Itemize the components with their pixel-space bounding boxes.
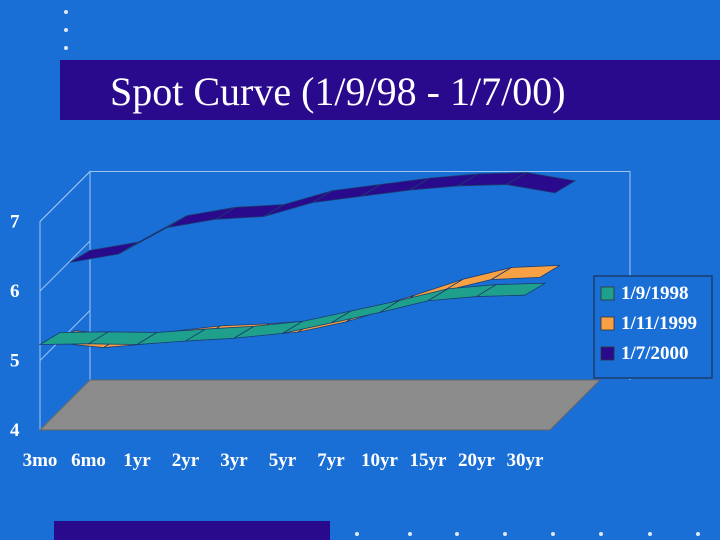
decorative-dot bbox=[455, 532, 459, 536]
chart-legend: 1/9/1998 1/11/1999 1/7/2000 bbox=[593, 275, 713, 379]
back-wall bbox=[90, 171, 631, 380]
x-tick-label: 10yr bbox=[361, 450, 399, 471]
ribbon-segment bbox=[330, 300, 400, 324]
decorative-dot bbox=[64, 28, 68, 32]
ribbon-segment bbox=[263, 190, 333, 217]
x-tick-label: 3yr bbox=[220, 450, 248, 471]
x-axis-ticks: 3mo 6mo 1yr 2yr 3yr 5yr 7yr 10yr 15yr 20yr 30yr bbox=[23, 450, 544, 471]
legend-label: 1/11/1999 bbox=[621, 313, 697, 334]
title-bar bbox=[60, 60, 720, 120]
legend-swatch bbox=[600, 346, 615, 361]
series-ribbon-2 bbox=[69, 172, 577, 263]
wall-tick-line bbox=[39, 171, 91, 222]
legend-label: 1/7/2000 bbox=[621, 343, 689, 364]
x-tick-label: 3mo bbox=[23, 450, 58, 471]
decorative-dot bbox=[408, 532, 412, 536]
floor-plane bbox=[38, 379, 602, 431]
chart-series bbox=[38, 172, 577, 348]
x-tick-label: 30yr bbox=[507, 450, 545, 471]
ribbon-segment bbox=[69, 241, 139, 263]
y-tick-label: 6 bbox=[10, 281, 20, 302]
decorative-dot bbox=[355, 532, 359, 536]
y-axis-ticks: 4 5 6 7 bbox=[10, 212, 20, 442]
wall-tick-line bbox=[39, 240, 91, 292]
ribbon-segment bbox=[491, 264, 561, 280]
y-tick-label: 4 bbox=[10, 420, 20, 441]
ribbon-segment bbox=[379, 288, 449, 313]
legend-swatch bbox=[600, 286, 615, 301]
x-tick-label: 20yr bbox=[458, 450, 496, 471]
decorative-dot bbox=[64, 46, 68, 50]
decorative-dot bbox=[551, 532, 555, 536]
legend-label: 1/9/1998 bbox=[621, 283, 689, 304]
decorative-dot bbox=[648, 532, 652, 536]
series-ribbon-0 bbox=[38, 282, 547, 345]
decorative-dot bbox=[599, 532, 603, 536]
decorative-dot bbox=[696, 532, 700, 536]
x-tick-label: 1yr bbox=[123, 450, 151, 471]
x-tick-label: 6mo bbox=[71, 450, 106, 471]
decorative-dot bbox=[503, 532, 507, 536]
chart-floor bbox=[38, 379, 602, 431]
y-tick-label: 7 bbox=[10, 212, 20, 233]
legend-swatch bbox=[600, 316, 615, 331]
footer-bar bbox=[54, 521, 330, 540]
ribbon-segment bbox=[474, 282, 547, 298]
x-tick-label: 2yr bbox=[172, 450, 200, 471]
x-tick-label: 15yr bbox=[410, 450, 448, 471]
decorative-dot bbox=[64, 10, 68, 14]
x-tick-label: 7yr bbox=[317, 450, 345, 471]
slide-title: Spot Curve (1/9/98 - 1/7/00) bbox=[110, 69, 566, 114]
ribbon-segment bbox=[505, 172, 577, 194]
y-tick-label: 5 bbox=[10, 351, 20, 372]
x-tick-label: 5yr bbox=[269, 450, 297, 471]
